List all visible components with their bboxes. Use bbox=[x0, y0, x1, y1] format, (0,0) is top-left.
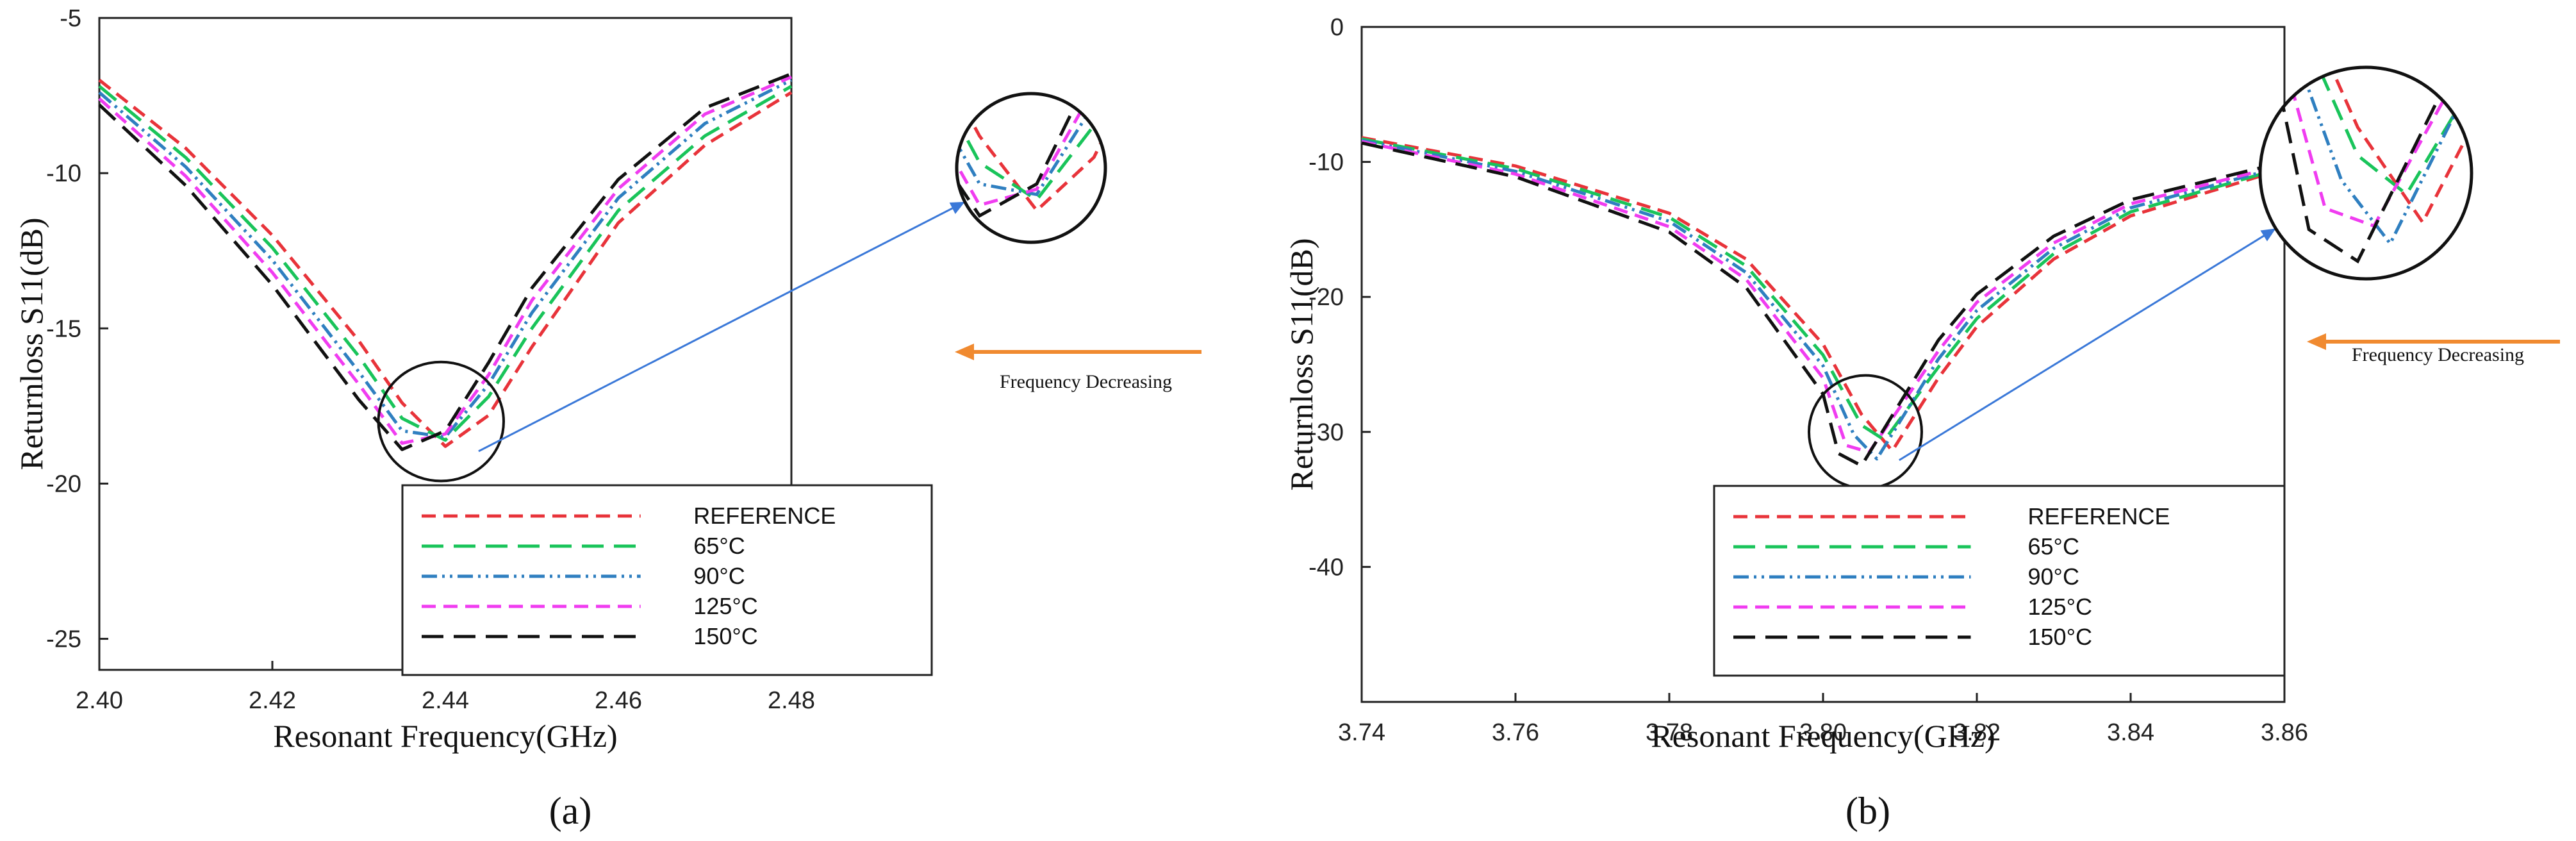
zoom-series-line-150c bbox=[2260, 67, 2472, 264]
y-axis-label: Returnloss S11(dB) bbox=[13, 218, 49, 470]
panel-b: 0 -10 -20 -30 -40 3.74 3.76 3.78 3.80 3.82 3.84 3.8… bbox=[1284, 14, 2560, 832]
panel-a: -5 -10 -15 -20 -25 2.40 2.42 2.44 2.46 2.48 Resona… bbox=[13, 5, 1201, 832]
series-line-reference bbox=[1361, 136, 2285, 453]
zoom-target-circle bbox=[377, 360, 505, 483]
zoom-inset-background bbox=[2260, 67, 2472, 279]
y-tick-label: -25 bbox=[46, 626, 81, 653]
frequency-decreasing-arrowhead bbox=[2307, 333, 2326, 350]
zoom-series-line-90c bbox=[957, 94, 1105, 197]
legend-label: 125°C bbox=[2028, 594, 2092, 620]
legend-box bbox=[1713, 485, 2286, 677]
zoom-series-line-reference bbox=[2260, 67, 2472, 226]
zoom-series-line-90c bbox=[2260, 67, 2472, 247]
x-tick-label: 2.46 bbox=[595, 687, 642, 714]
frequency-decreasing-note: Frequency Decreasing bbox=[1000, 371, 1172, 392]
zoom-inset-curves bbox=[2260, 67, 2472, 264]
x-tick-label: 3.74 bbox=[1338, 719, 1385, 746]
panel-label: (a) bbox=[549, 790, 592, 832]
legend-label: REFERENCE bbox=[693, 503, 836, 529]
zoom-series-line-125c bbox=[957, 94, 1105, 207]
legend-label: 125°C bbox=[693, 593, 757, 619]
x-tick-label: 3.76 bbox=[1492, 719, 1539, 746]
zoom-inset-circle bbox=[955, 92, 1107, 244]
y-axis-label: Returnloss S11(dB) bbox=[1284, 238, 1319, 491]
y-tick-label: -10 bbox=[46, 160, 81, 187]
zoom-inset-curves bbox=[957, 94, 1105, 218]
zoom-leader-arrowhead bbox=[2260, 228, 2276, 242]
legend-label: 150°C bbox=[693, 623, 757, 649]
zoom-leader-line bbox=[478, 201, 966, 453]
panel-label: (b) bbox=[1845, 790, 1890, 832]
legend-box bbox=[401, 484, 933, 676]
series-line-150c bbox=[1361, 141, 2285, 467]
y-tick-label: -20 bbox=[46, 470, 81, 497]
x-tick-label: 3.78 bbox=[1646, 719, 1693, 746]
x-axis-label: Resonant Frequency(GHz) bbox=[1651, 718, 1995, 754]
series-line-150c bbox=[98, 72, 792, 451]
series-line-125c bbox=[1361, 140, 2285, 454]
y-tick-label: -20 bbox=[1309, 284, 1344, 311]
legend-label: 65°C bbox=[2028, 533, 2079, 560]
x-tick-label: 2.40 bbox=[76, 687, 123, 714]
frequency-decreasing-arrowhead bbox=[955, 344, 974, 360]
series-line-90c bbox=[1361, 138, 2285, 461]
legend-label: 90°C bbox=[2028, 563, 2079, 590]
y-tick-label: -30 bbox=[1309, 419, 1344, 446]
legend-label: 150°C bbox=[2028, 624, 2092, 650]
series-line-65c bbox=[1361, 137, 2285, 442]
legend-label: 65°C bbox=[693, 533, 745, 559]
series-line-65c bbox=[98, 85, 793, 442]
y-tick-label: 0 bbox=[1330, 14, 1344, 41]
x-tick-label: 2.44 bbox=[422, 687, 469, 714]
x-axis-label: Resonant Frequency(GHz) bbox=[273, 718, 617, 754]
x-tick-label: 3.80 bbox=[1799, 719, 1847, 746]
x-tick-label: 2.42 bbox=[249, 687, 296, 714]
series-line-reference bbox=[98, 78, 793, 448]
zoom-series-line-150c bbox=[957, 94, 1105, 218]
series-group bbox=[98, 72, 793, 451]
y-tick-label: -10 bbox=[1309, 149, 1344, 176]
x-tick-label: 3.84 bbox=[2107, 719, 2154, 746]
zoom-inset-circle bbox=[2258, 65, 2473, 281]
series-line-90c bbox=[98, 78, 793, 439]
series-group bbox=[1361, 136, 2285, 467]
x-tick-label: 3.86 bbox=[2261, 719, 2308, 746]
zoom-leader-line bbox=[1899, 228, 2277, 462]
zoom-leader-arrowhead bbox=[949, 201, 965, 214]
y-tick-label: -40 bbox=[1309, 554, 1344, 581]
x-tick-label: 3.82 bbox=[1953, 719, 2001, 746]
y-tick-label: -15 bbox=[46, 315, 81, 342]
legend-label: REFERENCE bbox=[2028, 503, 2170, 529]
frequency-decreasing-note: Frequency Decreasing bbox=[2352, 344, 2524, 365]
y-tick-label: -5 bbox=[60, 5, 81, 32]
series-line-125c bbox=[98, 75, 792, 445]
x-tick-label: 2.48 bbox=[768, 687, 815, 714]
legend-label: 90°C bbox=[693, 563, 745, 589]
